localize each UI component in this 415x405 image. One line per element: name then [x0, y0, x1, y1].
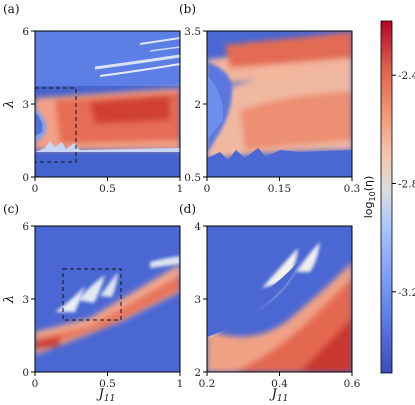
ytick-label-c: 0 — [22, 367, 29, 379]
xticks-a: 0 0.5 1 — [32, 177, 184, 195]
xticks-d: 0.2 0.4 0.6 — [199, 372, 361, 390]
ytick-label-d: 2 — [194, 367, 201, 379]
xtick-label-c: 0 — [32, 378, 39, 390]
xticks-b: 0 0.15 0.3 — [204, 177, 361, 195]
xtick-label-d: 0.2 — [199, 378, 216, 390]
colorbar-tick-label: -3.2 — [398, 287, 415, 299]
xtick-label-b: 0 — [204, 183, 211, 195]
colorbar-tick-label: -2.8 — [398, 178, 415, 190]
yticks-c: 0 3 6 — [22, 221, 35, 379]
panel-a: 0 0.5 1 036 (a) λ — [2, 2, 183, 195]
panel-label-d: (d) — [179, 202, 196, 216]
ytick-label-b: 3.5 — [184, 26, 201, 38]
colorbar-tick-label: -2.4 — [398, 70, 415, 82]
ytick-label-d: 3 — [194, 294, 201, 306]
ytick-label-b: 2 — [194, 99, 201, 111]
ytick-label-a: 0 — [22, 172, 29, 184]
xtick-label-c: 0.5 — [99, 378, 116, 390]
yticks-a: 0 3 6 — [22, 26, 35, 184]
panel-d: 0.2 0.4 0.6 2 3 4 (d) J11 — [179, 202, 361, 404]
panel-label-b: (b) — [179, 2, 196, 16]
yticks-b: 0.5 2 3.5 — [184, 26, 207, 184]
xtick-label-b: 0.15 — [268, 183, 291, 195]
ytick-label-c: 6 — [22, 221, 29, 233]
panel-label-a: (a) — [3, 2, 20, 16]
ytick-label-c: 3 — [22, 294, 29, 306]
xtick-label-d: 0.6 — [344, 378, 361, 390]
xtick-label-a: 1 — [177, 183, 184, 195]
ytick-label-b: 0.5 — [184, 172, 201, 184]
xtick-label-a: 0 — [32, 183, 39, 195]
colorbar: -2.4 -2.8 -3.2 log10(η) — [362, 20, 415, 374]
ytick-label-d: 4 — [194, 221, 201, 233]
xlabel-c: J11 — [96, 387, 116, 404]
heatmap-c — [35, 226, 180, 372]
xtick-label-b: 0.3 — [344, 183, 361, 195]
panel-c: 0 0.5 1 036 (c) λ J11 — [2, 202, 183, 404]
heatmap-b — [207, 31, 352, 177]
xtick-label-a: 0.5 — [99, 183, 116, 195]
ylabel-c: λ — [2, 295, 17, 304]
ytick-label-a: 3 — [22, 99, 29, 111]
panel-label-c: (c) — [3, 202, 19, 216]
xticks-c: 0 0.5 1 — [32, 372, 184, 390]
panel-b: 0 0.15 0.3 0.5 2 3.5 (b) — [179, 2, 360, 195]
heatmap-a — [35, 31, 180, 177]
colorbar-label: log10(η) — [362, 176, 377, 219]
colorbar-ticks: -2.4 -2.8 -3.2 — [392, 70, 415, 299]
ylabel-a: λ — [2, 100, 17, 109]
xtick-label-c: 1 — [177, 378, 184, 390]
heatmap-d — [207, 226, 352, 372]
colorbar-gradient — [380, 20, 393, 374]
xtick-label-d: 0.4 — [271, 378, 288, 390]
xlabel-d: J11 — [269, 387, 289, 404]
yticks-d: 2 3 4 — [194, 221, 207, 379]
ytick-label-a: 6 — [22, 26, 29, 38]
inset-box-c — [62, 268, 122, 321]
